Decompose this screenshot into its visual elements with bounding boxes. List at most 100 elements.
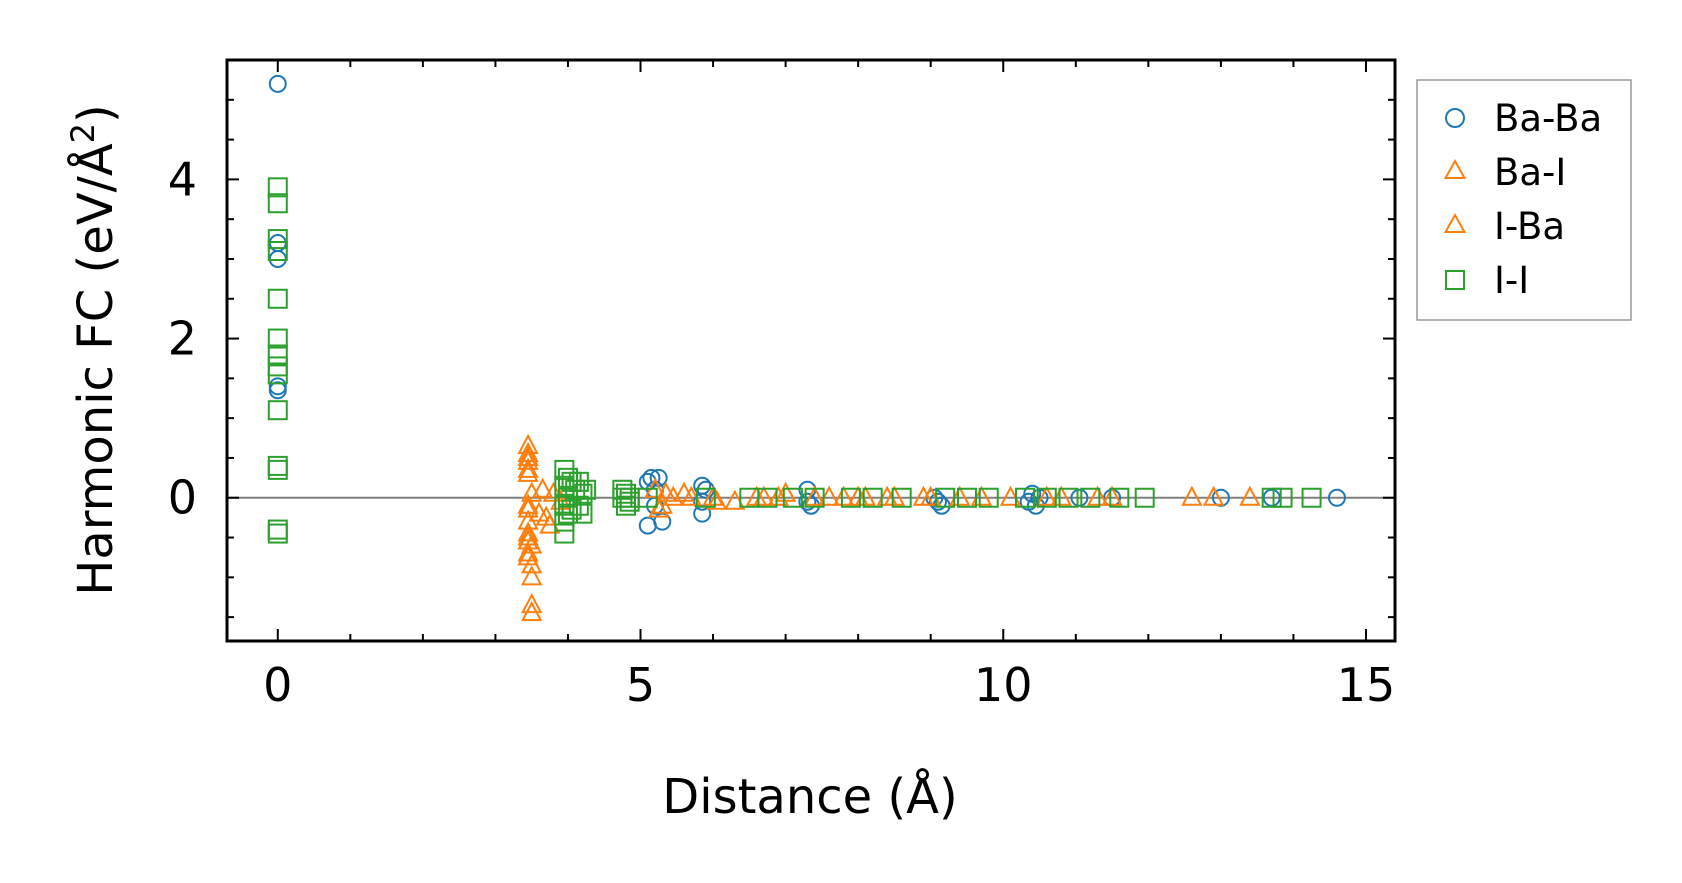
marker-ba-i (999, 485, 1022, 506)
marker-i-i (1134, 487, 1155, 508)
axis-ticks (227, 60, 1395, 641)
marker-ba-i (521, 565, 543, 586)
x-tick-label: 15 (1337, 658, 1396, 712)
marker-ba-ba (1327, 488, 1346, 507)
marker-i-ba (531, 477, 554, 498)
marker-i-i (616, 495, 637, 516)
legend-marker-i-ba (1443, 212, 1467, 233)
marker-i-i (554, 459, 575, 480)
marker-i-i (1015, 487, 1036, 508)
x-tick-label: 10 (974, 658, 1033, 712)
marker-i-ba (528, 501, 550, 522)
marker-i-ba (818, 485, 840, 506)
marker-i-i (695, 487, 716, 508)
marker-i-ba (706, 489, 728, 510)
marker-i-i (557, 503, 578, 524)
legend-marker-ba-i (1443, 158, 1467, 179)
marker-ba-i (724, 489, 746, 510)
marker-i-ba (680, 485, 702, 506)
legend-label-i-ba: I-Ba (1494, 205, 1565, 248)
marker-ba-i (517, 461, 539, 482)
marker-i-ba (970, 485, 993, 506)
legend-entry-i-i: I-I (1445, 259, 1529, 302)
marker-i-i (616, 483, 637, 504)
marker-i-ba (517, 457, 539, 478)
marker-ba-i (832, 485, 855, 506)
marker-i-i (267, 364, 288, 385)
marker-i-i (978, 487, 999, 508)
marker-i-i (891, 487, 912, 508)
marker-i-ba (655, 481, 677, 502)
data-markers (267, 74, 1346, 622)
y-tick-label: 4 (168, 152, 197, 206)
marker-i-i (572, 483, 593, 504)
legend-box (1416, 79, 1632, 321)
marker-ba-i (1101, 485, 1123, 506)
legend-entry-ba-ba: Ba-Ba (1445, 97, 1602, 140)
marker-i-i (757, 487, 778, 508)
y-axis-label-main: Harmonic FC (eV/Å (67, 143, 124, 596)
marker-i-ba (1086, 485, 1109, 506)
marker-i-i (267, 229, 288, 250)
plot-area-frame (225, 58, 1397, 643)
marker-ba-i (803, 485, 826, 506)
marker-i-ba (517, 545, 539, 566)
legend-label-ba-ba: Ba-Ba (1494, 97, 1602, 140)
marker-ba-i (521, 601, 543, 622)
marker-i-i (267, 241, 288, 262)
marker-i-i (1272, 487, 1293, 508)
marker-i-i (267, 177, 288, 198)
x-tick-label: 0 (263, 658, 292, 712)
marker-i-ba (517, 525, 539, 546)
marker-i-ba (745, 485, 768, 506)
marker-i-ba (517, 497, 539, 518)
legend-label-i-i: I-I (1494, 259, 1529, 302)
marker-ba-i (517, 449, 539, 470)
marker-i-i (804, 487, 825, 508)
marker-i-i (267, 523, 288, 544)
marker-i-i (862, 487, 883, 508)
marker-i-i (840, 487, 861, 508)
x-tick-label: 5 (626, 658, 655, 712)
legend-label-ba-i: Ba-I (1494, 151, 1566, 194)
legend-marker-i-i (1445, 270, 1465, 290)
marker-i-i (1058, 487, 1079, 508)
y-tick-label: 0 (168, 471, 197, 525)
x-axis-label: Distance (Å) (662, 768, 957, 825)
marker-i-i (1261, 487, 1282, 508)
marker-i-i (267, 400, 288, 421)
marker-ba-ba (268, 74, 287, 93)
marker-i-ba (912, 485, 935, 506)
marker-i-i (554, 523, 575, 544)
marker-ba-i (539, 513, 561, 534)
marker-i-i (568, 471, 589, 492)
tick-labels: 0 5 10 15 0 2 4 (168, 152, 1396, 712)
marker-i-ba (517, 445, 539, 466)
marker-i-i (1036, 487, 1057, 508)
marker-i-i (565, 479, 586, 500)
marker-i-ba (647, 497, 670, 518)
marker-ba-i (949, 485, 971, 506)
marker-ba-i (521, 593, 543, 614)
y-tick-label: 2 (168, 312, 197, 366)
marker-i-i (568, 495, 589, 516)
marker-ba-ba (268, 377, 287, 396)
marker-i-i (267, 328, 288, 349)
marker-i-i (267, 459, 288, 480)
marker-i-i (1109, 487, 1130, 508)
marker-i-ba (854, 485, 877, 506)
marker-i-ba (767, 485, 790, 506)
marker-ba-i (1181, 485, 1203, 506)
legend: Ba-Ba Ba-I I-Ba I-I (1416, 79, 1632, 321)
y-axis-label-superscript: 2 (64, 123, 102, 143)
marker-i-i (637, 487, 658, 508)
marker-i-ba (876, 485, 898, 506)
marker-i-i (557, 467, 578, 488)
marker-i-i (267, 193, 288, 214)
y-axis-label: Harmonic FC (eV/Å2) (64, 104, 124, 596)
marker-i-i (267, 288, 288, 309)
marker-ba-ba (1070, 488, 1089, 507)
legend-entry-i-ba: I-Ba (1443, 205, 1565, 248)
